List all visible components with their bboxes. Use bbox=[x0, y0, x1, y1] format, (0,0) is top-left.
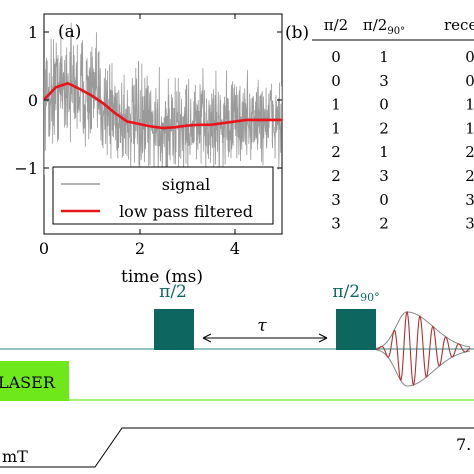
xtick-label: 0 bbox=[39, 239, 49, 258]
table-cell: 0 bbox=[331, 48, 341, 66]
table-cell: 1 bbox=[465, 119, 474, 137]
ytick-label: −1 bbox=[14, 159, 38, 178]
x-axis-label: time (ms) bbox=[121, 267, 203, 287]
echo-envelope bbox=[375, 349, 471, 387]
laser-block bbox=[0, 361, 69, 401]
table-cell: 2 bbox=[331, 143, 341, 161]
table-cell: 2 bbox=[465, 167, 474, 185]
table-cell: 3 bbox=[465, 215, 474, 233]
pulse-sequence: π/2 π/290° τ LASER mT 7. bbox=[0, 282, 474, 468]
pulse1-label: π/2 bbox=[159, 282, 187, 302]
table-cell: 2 bbox=[379, 215, 389, 233]
legend-box bbox=[52, 166, 274, 225]
table-cell: 2 bbox=[465, 143, 474, 161]
table-cell: 3 bbox=[379, 72, 389, 90]
legend-signal-label: signal bbox=[162, 175, 211, 194]
legend: signal low pass filtered bbox=[52, 166, 274, 225]
panel-a: (a) 1 0 −1 0 2 4 time (ms) signal low pa… bbox=[14, 13, 283, 287]
table-cell: 1 bbox=[379, 48, 389, 66]
xtick-label: 4 bbox=[230, 239, 240, 258]
table-cell: 3 bbox=[465, 191, 474, 209]
table-cell: 3 bbox=[331, 215, 341, 233]
panel-a-label: (a) bbox=[58, 22, 81, 42]
table-cell: 0 bbox=[379, 191, 389, 209]
legend-filtered-label: low pass filtered bbox=[119, 202, 253, 221]
signal-line bbox=[44, 22, 282, 184]
table-header: π/2 bbox=[324, 16, 348, 34]
pulse2-label: π/290° bbox=[332, 282, 379, 304]
laser-label: LASER bbox=[0, 373, 56, 392]
table-cell: 0 bbox=[331, 72, 341, 90]
table-cell: 1 bbox=[331, 96, 341, 114]
table-header: π/290° bbox=[363, 16, 405, 37]
panel-b: (b) π/2 π/290° recei 0 1 0 0 3 0 1 0 1 1 2 1 2 1 2 2 3 2 3… bbox=[285, 16, 474, 233]
field-left-label: mT bbox=[2, 447, 28, 466]
table-cell: 3 bbox=[331, 191, 341, 209]
xtick-label: 2 bbox=[135, 239, 145, 258]
filtered-line bbox=[44, 81, 282, 130]
echo-envelope bbox=[375, 311, 471, 349]
panel-b-label: (b) bbox=[285, 23, 309, 43]
field-right-label: 7. bbox=[456, 435, 471, 454]
table-cell: 1 bbox=[331, 119, 341, 137]
table-cell: 2 bbox=[331, 167, 341, 185]
tau-arrow bbox=[202, 333, 328, 343]
ytick-label: 0 bbox=[28, 91, 38, 110]
pulse2-block bbox=[336, 309, 376, 350]
pulse1-block bbox=[154, 309, 194, 350]
table-body: 0 1 0 0 3 0 1 0 1 1 2 1 2 1 2 2 3 2 3 0 3 3 2 3 bbox=[331, 48, 474, 233]
table-cell: 2 bbox=[379, 119, 389, 137]
table-cell: 0 bbox=[465, 48, 474, 66]
echo-signal bbox=[375, 310, 471, 387]
table-cell: 0 bbox=[379, 96, 389, 114]
table-cell: 1 bbox=[379, 143, 389, 161]
table-cell: 3 bbox=[379, 167, 389, 185]
table-cell: 1 bbox=[465, 96, 474, 114]
field-ramp-line bbox=[0, 427, 474, 468]
table-cell: 0 bbox=[465, 72, 474, 90]
ytick-label: 1 bbox=[28, 23, 38, 42]
tau-label: τ bbox=[257, 316, 267, 336]
table-header: recei bbox=[444, 16, 474, 34]
